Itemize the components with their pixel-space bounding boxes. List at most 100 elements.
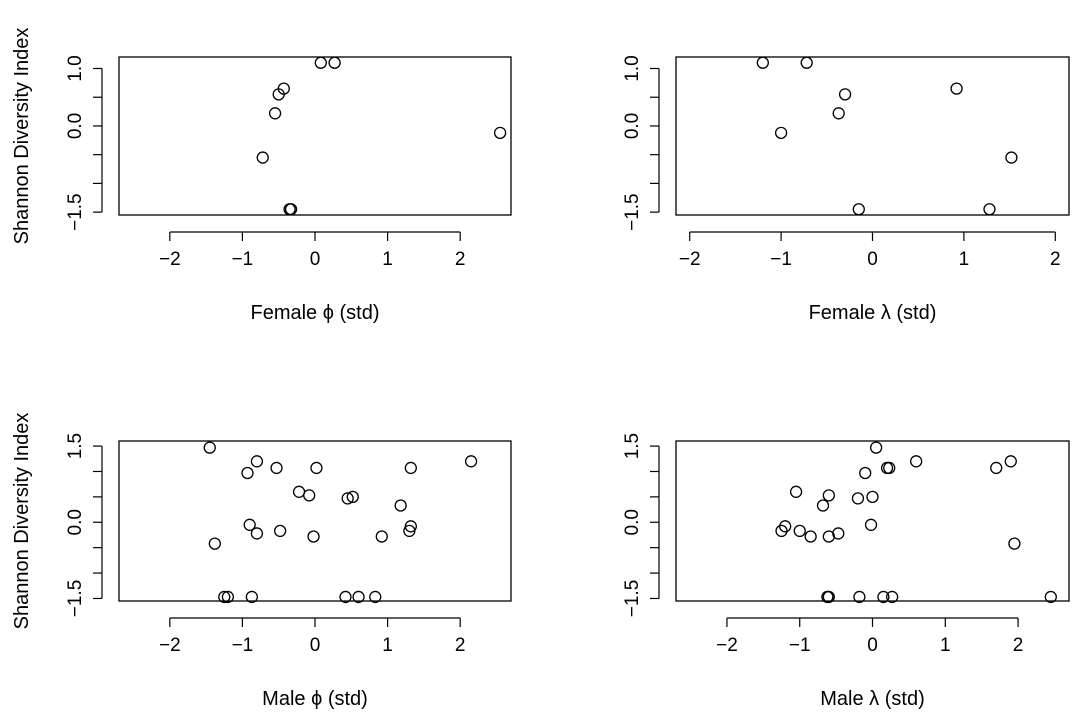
x-tick-label: 0 [310, 249, 321, 270]
y-tick-label: 0.0 [65, 509, 86, 535]
data-point [369, 590, 382, 604]
data-point [804, 530, 817, 543]
data-point [822, 590, 835, 604]
data-point [832, 107, 845, 120]
x-axis: −2 −1 0 1 2 [716, 617, 1024, 656]
x-tick-label: −2 [159, 635, 181, 656]
data-point [838, 88, 852, 101]
data-point [328, 56, 341, 69]
data-point [243, 518, 256, 531]
data-point [852, 203, 865, 216]
x-tick-label: 0 [867, 249, 878, 270]
data-point [756, 56, 769, 69]
y-tick-label: 0.0 [622, 509, 643, 535]
x-tick-label: 2 [455, 249, 466, 270]
y-tick-label: −1.5 [65, 193, 86, 231]
data-point [314, 56, 327, 69]
y-tick-label: −1.5 [622, 580, 643, 618]
data-point [284, 203, 298, 216]
data-point [303, 489, 316, 502]
x-tick-label: −1 [232, 635, 254, 656]
plot-frame [675, 56, 1070, 216]
data-point [886, 590, 899, 604]
data-point [256, 151, 269, 164]
data-point [292, 485, 306, 498]
data-point [983, 203, 996, 216]
x-tick-label: −2 [159, 249, 181, 270]
data-point [1008, 537, 1021, 550]
data-points [775, 441, 1057, 604]
data-point [274, 524, 287, 538]
data-point [221, 590, 235, 604]
data-point [272, 88, 285, 101]
data-point [853, 590, 866, 604]
data-point [270, 461, 283, 475]
data-point [268, 107, 282, 120]
x-tick-label: −1 [770, 249, 792, 270]
data-point [464, 455, 478, 468]
x-tick-label: 1 [940, 635, 951, 656]
data-point [990, 461, 1003, 475]
plot-panel-top-right: −2 −1 0 1 2 −1.5 0.0 1.0 Female λ (std) [622, 55, 1070, 324]
data-point [203, 441, 216, 454]
plot-frame [118, 440, 512, 602]
data-point [250, 527, 264, 540]
plot-panel-bottom-right: −2 −1 0 1 2 −1.5 0.0 1.5 Male λ (std) [622, 433, 1070, 710]
data-point [779, 520, 792, 533]
x-axis: −2 −1 0 1 2 [159, 617, 466, 656]
x-tick-label: 2 [1013, 635, 1024, 656]
data-point [866, 490, 879, 504]
data-point [404, 461, 417, 475]
y-tick-label: 1.0 [65, 55, 86, 81]
data-point [307, 530, 320, 543]
data-point [346, 490, 359, 504]
x-tick-label: −1 [789, 635, 811, 656]
data-points [256, 56, 507, 216]
y-tick-label: 0.0 [65, 113, 86, 139]
data-point [394, 499, 407, 512]
x-tick-label: 1 [382, 635, 393, 656]
data-point [950, 82, 963, 95]
x-tick-label: −2 [679, 249, 701, 270]
x-axis: −2 −1 0 1 2 [679, 231, 1061, 270]
x-axis: −2 −1 0 1 2 [159, 231, 466, 270]
x-tick-label: 2 [1050, 249, 1061, 270]
x-axis-title: Female λ (std) [809, 302, 937, 324]
x-tick-label: 1 [959, 249, 970, 270]
data-points [203, 441, 478, 604]
y-axis: −1.5 0.0 1.5 [65, 433, 103, 618]
y-tick-label: 1.0 [622, 55, 643, 81]
plot-panel-top-left: −2 −1 0 1 2 −1.5 0.0 1.0 Female ϕ (std) Shannon D… [11, 28, 512, 324]
y-tick-label: −1.5 [65, 580, 86, 618]
data-point [250, 455, 264, 468]
x-tick-label: 2 [455, 635, 466, 656]
data-points [756, 56, 1018, 216]
data-point [869, 441, 883, 454]
data-point [789, 485, 803, 498]
y-axis-title: Shannon Diversity Index [11, 28, 33, 245]
y-axis: −1.5 0.0 1.0 [622, 55, 660, 231]
data-point [241, 466, 254, 480]
x-tick-label: −2 [716, 635, 738, 656]
data-point [816, 499, 830, 512]
y-axis: −1.5 0.0 1.0 [65, 55, 103, 231]
x-tick-label: 1 [382, 249, 393, 270]
data-point [822, 489, 835, 502]
data-point [883, 461, 896, 475]
data-point [218, 590, 231, 604]
data-point [208, 537, 221, 550]
data-point [1005, 151, 1018, 164]
plot-frame [675, 440, 1070, 602]
plot-panel-bottom-left: −2 −1 0 1 2 −1.5 0.0 1.5 Male ϕ (std) Shannon Div… [11, 413, 512, 710]
data-point [493, 126, 507, 139]
data-point [310, 461, 323, 475]
data-point [1044, 590, 1057, 604]
data-point [859, 466, 872, 480]
x-tick-label: 0 [867, 635, 878, 656]
data-point [800, 56, 813, 69]
data-point [1004, 455, 1017, 468]
y-tick-label: 1.5 [622, 433, 643, 459]
y-axis-title: Shannon Diversity Index [11, 413, 33, 630]
data-point [864, 518, 878, 531]
